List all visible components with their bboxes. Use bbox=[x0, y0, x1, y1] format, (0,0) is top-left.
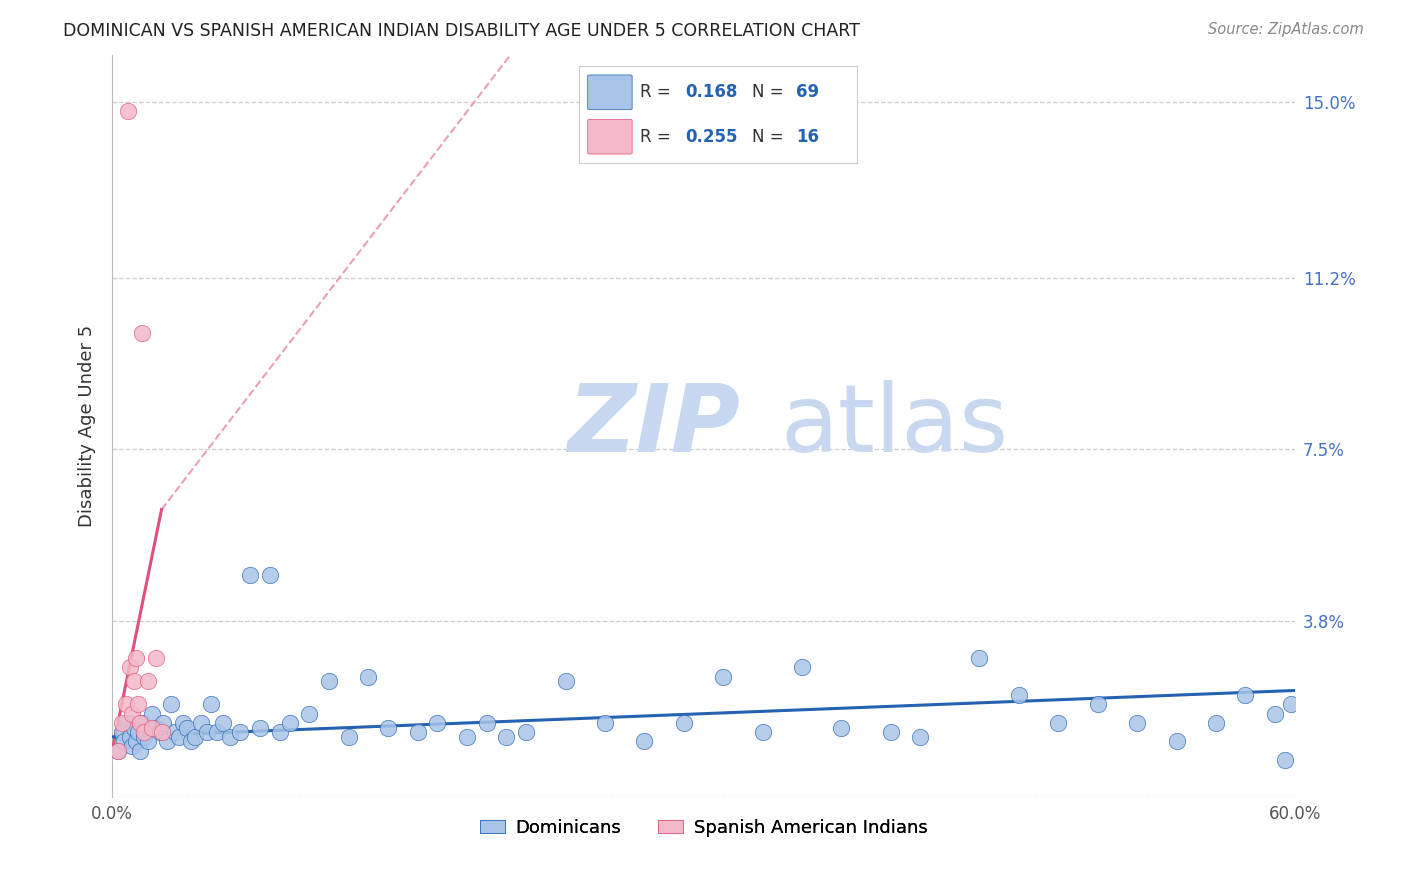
Point bbox=[456, 730, 478, 744]
Point bbox=[107, 744, 129, 758]
Point bbox=[211, 715, 233, 730]
Point bbox=[633, 734, 655, 748]
Point bbox=[111, 725, 134, 739]
Point bbox=[554, 674, 576, 689]
Point bbox=[160, 698, 183, 712]
Point bbox=[128, 744, 150, 758]
Point bbox=[145, 651, 167, 665]
Point bbox=[1279, 698, 1302, 712]
Point bbox=[117, 103, 139, 118]
Point bbox=[127, 725, 149, 739]
Point bbox=[239, 567, 262, 582]
Point bbox=[112, 734, 135, 748]
Point bbox=[165, 725, 187, 739]
Point bbox=[141, 721, 163, 735]
Point bbox=[406, 725, 429, 739]
Point bbox=[1274, 753, 1296, 767]
Point bbox=[790, 660, 813, 674]
Point bbox=[1087, 698, 1109, 712]
Point bbox=[1008, 688, 1031, 702]
Point bbox=[118, 660, 141, 674]
Point bbox=[1047, 715, 1070, 730]
Text: DOMINICAN VS SPANISH AMERICAN INDIAN DISABILITY AGE UNDER 5 CORRELATION CHART: DOMINICAN VS SPANISH AMERICAN INDIAN DIS… bbox=[63, 22, 860, 40]
Point bbox=[1264, 706, 1286, 721]
Point bbox=[167, 730, 190, 744]
Point bbox=[1166, 734, 1188, 748]
Point bbox=[180, 734, 202, 748]
Point bbox=[910, 730, 932, 744]
Point bbox=[136, 734, 159, 748]
Point bbox=[136, 674, 159, 689]
Point bbox=[122, 721, 145, 735]
Point bbox=[278, 715, 301, 730]
Point bbox=[357, 669, 380, 683]
Point bbox=[115, 698, 138, 712]
Point bbox=[751, 725, 773, 739]
Point bbox=[318, 674, 340, 689]
Point bbox=[475, 715, 498, 730]
Point bbox=[118, 730, 141, 744]
Point bbox=[205, 725, 228, 739]
Point bbox=[495, 730, 517, 744]
Point bbox=[128, 715, 150, 730]
Point bbox=[515, 725, 537, 739]
Point bbox=[672, 715, 695, 730]
Point bbox=[152, 715, 174, 730]
Point bbox=[121, 706, 143, 721]
Text: Source: ZipAtlas.com: Source: ZipAtlas.com bbox=[1208, 22, 1364, 37]
Point bbox=[830, 721, 852, 735]
Y-axis label: Disability Age Under 5: Disability Age Under 5 bbox=[79, 325, 96, 527]
Point bbox=[195, 725, 218, 739]
Point bbox=[172, 715, 194, 730]
Point bbox=[132, 725, 155, 739]
Point bbox=[269, 725, 291, 739]
Point bbox=[426, 715, 449, 730]
Point bbox=[229, 725, 252, 739]
Point bbox=[259, 567, 281, 582]
Point bbox=[377, 721, 399, 735]
Point bbox=[969, 651, 991, 665]
Point bbox=[122, 674, 145, 689]
Point bbox=[711, 669, 734, 683]
Point bbox=[125, 651, 148, 665]
Point bbox=[200, 698, 222, 712]
Point bbox=[121, 739, 143, 753]
Point bbox=[145, 721, 167, 735]
Point bbox=[1126, 715, 1149, 730]
Point bbox=[132, 730, 155, 744]
Point bbox=[107, 744, 129, 758]
Point bbox=[1234, 688, 1257, 702]
Legend: Dominicans, Spanish American Indians: Dominicans, Spanish American Indians bbox=[472, 812, 935, 844]
Text: atlas: atlas bbox=[780, 380, 1008, 472]
Point bbox=[150, 725, 173, 739]
Point bbox=[111, 715, 134, 730]
Point bbox=[131, 326, 153, 341]
Point bbox=[593, 715, 616, 730]
Point bbox=[127, 698, 149, 712]
Point bbox=[880, 725, 903, 739]
Point bbox=[148, 725, 170, 739]
Point bbox=[131, 715, 153, 730]
Point bbox=[125, 734, 148, 748]
Point bbox=[141, 706, 163, 721]
Point bbox=[219, 730, 242, 744]
Point bbox=[1205, 715, 1227, 730]
Point bbox=[337, 730, 360, 744]
Point bbox=[190, 715, 212, 730]
Point bbox=[176, 721, 198, 735]
Point bbox=[117, 715, 139, 730]
Point bbox=[298, 706, 321, 721]
Point bbox=[156, 734, 179, 748]
Text: ZIP: ZIP bbox=[568, 380, 741, 472]
Point bbox=[184, 730, 207, 744]
Point bbox=[249, 721, 271, 735]
